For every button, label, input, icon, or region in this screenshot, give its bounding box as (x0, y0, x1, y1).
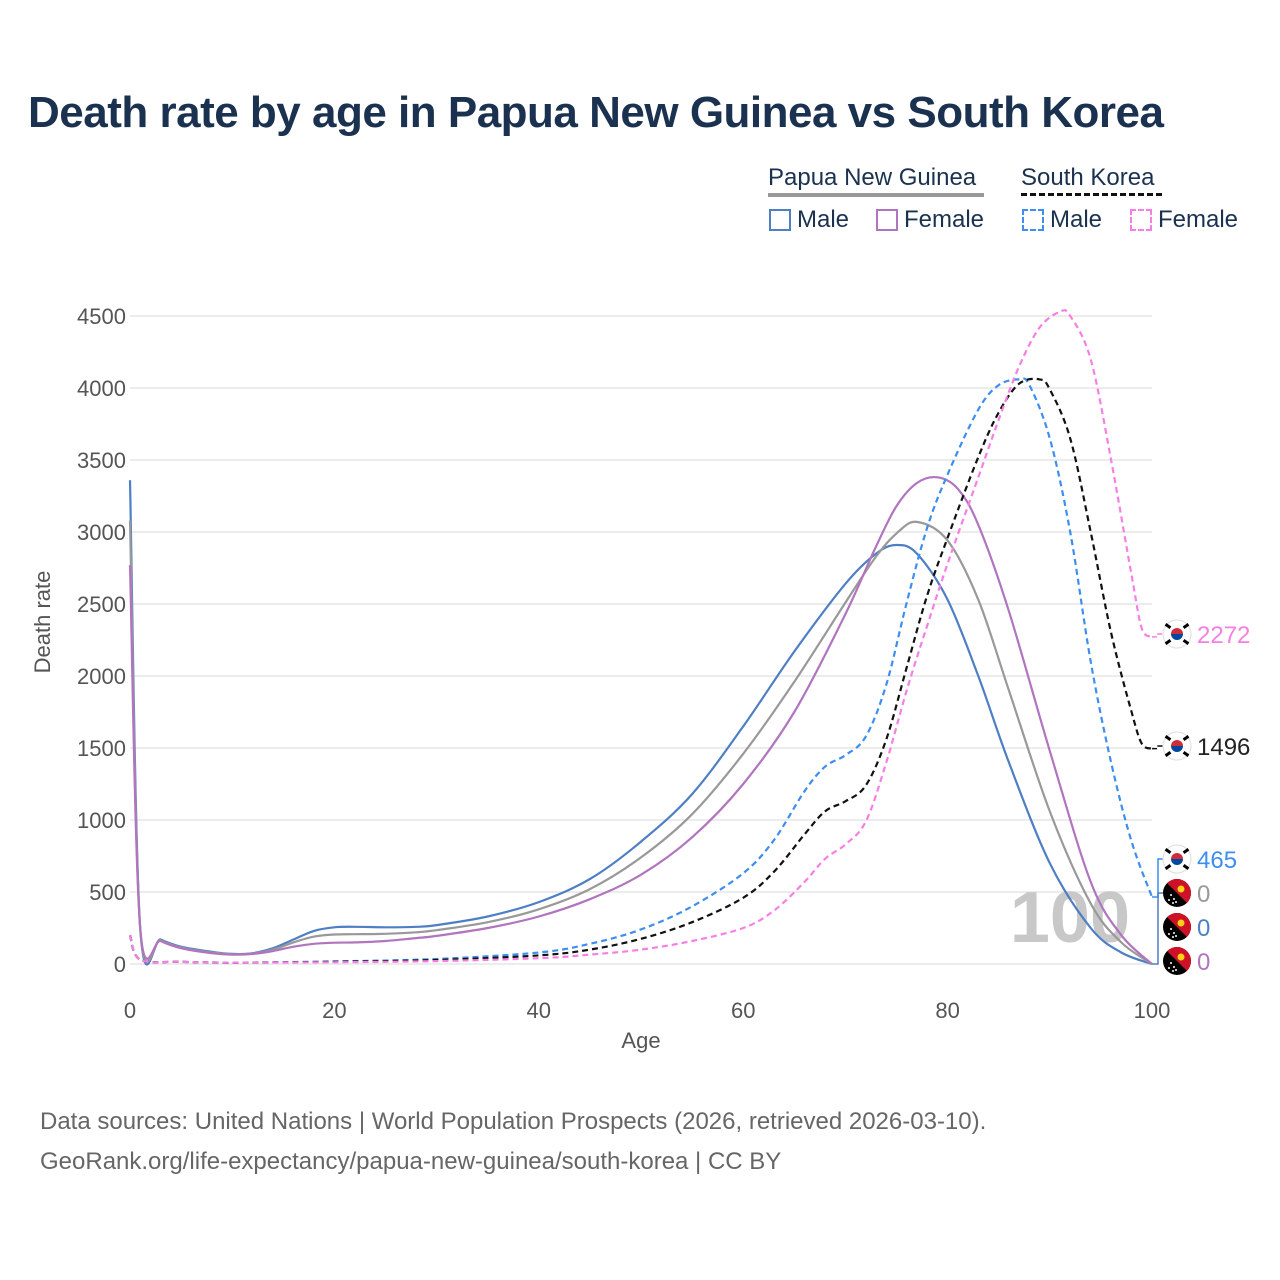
legend-group-line (768, 193, 984, 197)
legend-swatch (1022, 209, 1044, 231)
legend-group-line (1021, 193, 1162, 196)
page-title: Death rate by age in Papua New Guinea vs… (28, 88, 1164, 137)
series-line-south-korea-female[interactable] (128, 309, 1153, 964)
legend-label: Female (904, 206, 985, 233)
y-tick-label: 0 (114, 952, 126, 977)
legend-label: Male (797, 206, 850, 233)
x-axis-label: Age (621, 1028, 660, 1053)
source-line-2[interactable]: GeoRank.org/life-expectancy/papua-new-gu… (40, 1148, 782, 1175)
series-line-papua-new-guinea-female[interactable] (128, 475, 1153, 965)
y-tick-label: 1000 (77, 808, 126, 833)
series-line-south-korea-both[interactable] (128, 377, 1153, 964)
y-tick-label: 4000 (77, 376, 126, 401)
south-korea-flag-icon (1162, 619, 1192, 649)
source-line-1: Data sources: United Nations | World Pop… (40, 1108, 987, 1135)
papua-new-guinea-flag-icon (1163, 947, 1191, 975)
legend-label: Male (1050, 206, 1103, 233)
legend-item-png-male[interactable]: Male (769, 206, 849, 234)
end-labels: 2272 1496 465 0 0 0 (1152, 619, 1250, 976)
series-line-south-korea-male[interactable] (128, 377, 1154, 964)
y-tick-label: 3000 (77, 520, 126, 545)
x-tick-label: 100 (1134, 998, 1171, 1023)
end-label-value: 0 (1197, 881, 1210, 908)
y-tick-label: 500 (89, 880, 126, 905)
legend-group-south-korea[interactable]: South Korea (1021, 164, 1162, 196)
grid-lines (130, 315, 1152, 965)
y-tick-label: 3500 (77, 448, 126, 473)
x-tick-label: 80 (935, 998, 959, 1023)
series-line-papua-new-guinea-both[interactable] (128, 520, 1153, 965)
y-tick-label: 2000 (77, 664, 126, 689)
end-label-connector (1152, 633, 1164, 638)
y-tick-label: 4500 (77, 304, 126, 329)
end-label-connector (1152, 858, 1164, 898)
end-label-value: 465 (1197, 847, 1237, 874)
legend-swatch (1130, 209, 1152, 231)
y-tick-label: 1500 (77, 736, 126, 761)
end-label-connector (1152, 745, 1164, 750)
legend-swatch (876, 209, 898, 231)
y-tick-labels: 0 500 1000 1500 2000 2500 3000 3500 4000 4500 (77, 304, 126, 977)
end-label-value: 1496 (1197, 734, 1250, 761)
x-tick-label: 20 (322, 998, 346, 1023)
x-tick-labels: 0 20 40 60 80 100 (124, 998, 1170, 1023)
end-label-value: 0 (1197, 915, 1210, 942)
x-tick-label: 0 (124, 998, 136, 1023)
south-korea-flag-icon (1162, 731, 1192, 761)
papua-new-guinea-flag-icon (1163, 912, 1192, 941)
x-tick-label: 60 (731, 998, 755, 1023)
legend-item-kr-male[interactable]: Male (1022, 206, 1102, 234)
legend-swatch (769, 209, 791, 231)
legend-group-label: South Korea (1021, 164, 1155, 191)
end-label-value: 0 (1197, 949, 1210, 976)
legend-label: Female (1158, 206, 1239, 233)
y-axis-label: Death rate (30, 571, 55, 674)
end-label-value: 2272 (1197, 622, 1250, 649)
legend-group-label: Papua New Guinea (768, 164, 977, 191)
series-lines (128, 309, 1154, 966)
south-korea-flag-icon (1162, 844, 1192, 874)
end-label-connector (1152, 892, 1164, 965)
legend-item-kr-female[interactable]: Female (1130, 206, 1238, 234)
papua-new-guinea-flag-icon (1163, 878, 1192, 907)
x-tick-label: 40 (527, 998, 551, 1023)
legend-item-png-female[interactable]: Female (876, 206, 984, 234)
chart: 100 050010001500200025003000350040004500… (30, 304, 1250, 1053)
y-tick-label: 2500 (77, 592, 126, 617)
legend-group-papua-new-guinea[interactable]: Papua New Guinea (768, 164, 984, 197)
